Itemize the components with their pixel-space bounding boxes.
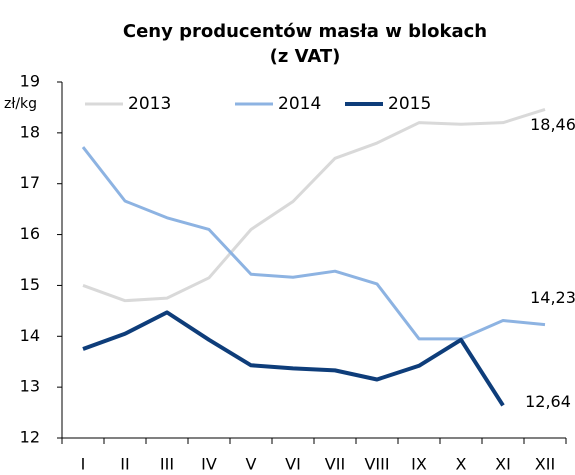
- data-label: 18,46: [530, 115, 575, 134]
- x-tick-label: II: [120, 455, 129, 474]
- legend-label: 2013: [128, 94, 171, 114]
- y-axis-label: zł/kg: [4, 96, 37, 112]
- line-series: [82, 108, 546, 303]
- x-tick-label: XII: [535, 455, 555, 474]
- x-tick-label: V: [246, 455, 257, 474]
- x-tick-label: III: [160, 455, 174, 474]
- x-tick-label: VII: [325, 455, 345, 474]
- line-series: [82, 310, 505, 407]
- legend-label: 2014: [278, 94, 321, 114]
- y-tick-label: 15: [20, 275, 40, 294]
- data-label: 14,23: [530, 288, 575, 307]
- chart-title: Ceny producentów masła w blokach: [123, 21, 487, 42]
- legend-label: 2015: [388, 94, 431, 114]
- y-tick-label: 17: [20, 173, 40, 192]
- y-tick-label: 19: [20, 72, 40, 91]
- y-tick-label: 12: [20, 428, 40, 447]
- line-series: [81, 146, 546, 341]
- x-tick-label: IV: [201, 455, 217, 474]
- x-tick-label: XI: [495, 455, 511, 474]
- x-tick-label: X: [456, 455, 467, 474]
- y-tick-label: 16: [20, 224, 40, 243]
- y-tick-label: 14: [20, 326, 40, 345]
- chart-title: (z VAT): [270, 46, 341, 67]
- x-tick-label: VIII: [364, 455, 389, 474]
- x-tick-label: IX: [411, 455, 427, 474]
- data-label: 12,64: [525, 392, 571, 411]
- x-tick-label: VI: [285, 455, 301, 474]
- y-tick-label: 18: [20, 122, 40, 141]
- x-tick-label: I: [81, 455, 86, 474]
- y-tick-label: 13: [20, 377, 40, 396]
